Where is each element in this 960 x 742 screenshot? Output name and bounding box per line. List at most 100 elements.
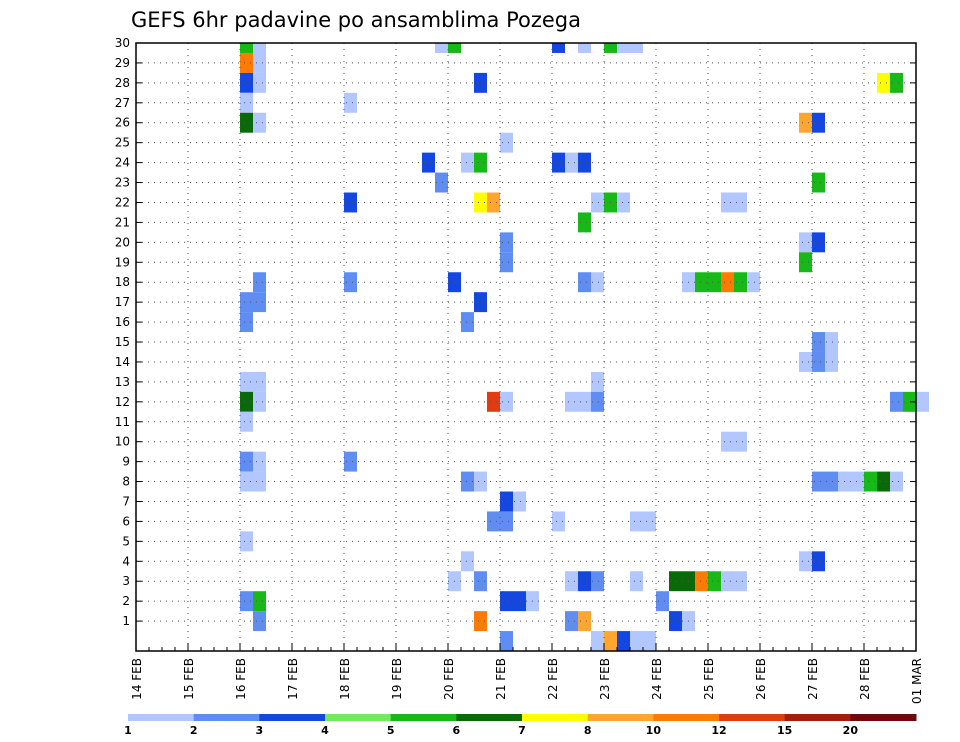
heatmap-cell-16 [240,92,253,113]
heatmap-cell-118 [734,571,747,592]
heatmap-cell-70 [253,391,266,412]
heatmap-cell-74 [578,391,591,412]
heatmap-cell-72 [500,391,513,412]
heatmap-cell-129 [669,611,682,632]
heatmap-cell-111 [591,571,604,592]
heatmap-cell-29 [435,172,448,193]
heatmap-cell-60 [461,312,474,333]
y-tick-label: 13 [115,375,130,389]
heatmap-cell-56 [240,292,253,313]
heatmap-cell-84 [344,451,357,472]
legend-label: 4 [321,724,329,737]
chart-title: GEFS 6hr padavine po ansamblima Pozega [131,8,581,32]
y-tick-label: 23 [115,176,130,190]
heatmap-cell-26 [552,152,565,173]
legend-label: 12 [711,724,726,737]
heatmap-cell-34 [591,192,604,213]
heatmap-cell-23 [422,152,435,173]
heatmap-cell-73 [565,391,578,412]
legend-swatch [522,714,589,721]
heatmap-cell-0 [240,43,253,53]
heatmap-cell-32 [474,192,487,213]
legend-label: 3 [256,724,264,737]
heatmap-cell-3 [448,43,461,53]
legend-label: 10 [646,724,662,737]
heatmap-cell-69 [240,391,253,412]
heatmap-cell-65 [825,351,838,372]
heatmap-cell-57 [253,292,266,313]
heatmap-cell-102 [643,511,656,532]
heatmap-cell-17 [344,92,357,113]
y-tick-label: 11 [115,415,130,429]
heatmap-cell-109 [565,571,578,592]
heatmap-cell-49 [591,272,604,293]
legend-label: 8 [584,724,592,737]
heatmap-cell-80 [721,431,734,452]
heatmap-cell-14 [877,72,890,93]
heatmap-cell-103 [240,531,253,552]
heatmap-cell-55 [747,272,760,293]
heatmap-cell-48 [578,272,591,293]
heatmap-cell-85 [240,471,253,492]
heatmap-cell-4 [552,43,565,53]
heatmap-cell-5 [578,43,591,53]
heatmap-cell-11 [240,72,253,93]
heatmap-cell-93 [864,471,877,492]
y-tick-label: 22 [115,195,130,209]
heatmap-cell-68 [591,371,604,392]
heatmap-cell-66 [240,371,253,392]
heatmap-cell-62 [825,332,838,352]
heatmap-cell-61 [812,332,825,352]
y-tick-label: 30 [115,36,130,50]
heatmap-cell-2 [435,43,448,53]
heatmap-cell-82 [240,451,253,472]
color-legend: 1 2 3 4 5 6 7 8 10 12 15 20 [124,714,917,737]
heatmap-cell-104 [461,551,474,572]
heatmap-cells [240,43,929,651]
x-tick-label: 19 FEB [390,658,404,700]
heatmap-cell-36 [617,192,630,213]
heatmap-cell-131 [500,631,513,651]
y-tick-label: 19 [115,255,130,269]
heatmap-cell-54 [734,272,747,293]
heatmap-cell-79 [240,411,253,432]
heatmap-cell-39 [578,212,591,233]
y-tick-label: 27 [115,96,130,110]
heatmap-cell-31 [344,192,357,213]
heatmap-cell-59 [240,312,253,333]
heatmap-cell-88 [474,471,487,492]
heatmap-cell-117 [721,571,734,592]
legend-label: 15 [777,724,792,737]
legend-swatch [587,714,654,721]
y-tick-label: 6 [122,514,130,528]
heatmap-cell-63 [799,351,812,372]
y-tick-label: 12 [115,395,130,409]
x-tick-label: 25 FEB [702,658,716,700]
legend-label: 1 [124,724,132,737]
heatmap-cell-108 [474,571,487,592]
heatmap-cell-28 [578,152,591,173]
y-tick-label: 17 [115,295,130,309]
legend-swatch [390,714,457,721]
heatmap-cell-115 [695,571,708,592]
heatmap-cell-33 [487,192,500,213]
y-tick-label: 21 [115,215,130,229]
heatmap-cell-132 [591,631,604,651]
heatmap-cell-120 [253,591,266,612]
y-tick-label: 3 [122,574,130,588]
heatmap-cell-30 [812,172,825,193]
heatmap-cell-127 [565,611,578,632]
x-tick-label: 21 FEB [494,658,508,700]
heatmap-cell-25 [474,152,487,173]
heatmap-cell-15 [890,72,903,93]
x-tick-label: 20 FEB [442,658,456,700]
x-axis: 14 FEB 15 FEB 16 FEB 17 FEB 18 FEB 19 FEB 20 F… [130,643,924,704]
y-tick-label: 8 [122,475,130,489]
x-tick-label: 16 FEB [234,658,248,700]
heatmap-cell-20 [799,112,812,133]
legend-label: 6 [453,724,461,737]
heatmap-cell-119 [240,591,253,612]
heatmap-cell-12 [253,72,266,93]
legend-swatch [653,714,720,721]
heatmap-cell-7 [617,43,630,53]
